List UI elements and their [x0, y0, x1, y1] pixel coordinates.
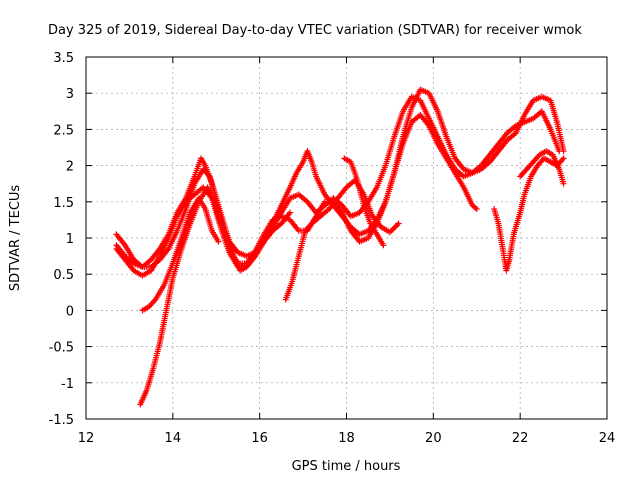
x-tick-label: 16 — [251, 431, 268, 446]
series-arc-5 — [139, 195, 222, 314]
x-tick-label: 24 — [599, 431, 616, 446]
y-tick-label: 1 — [66, 232, 74, 247]
axis-ticks: 12 14 16 18 20 22 24 -1.5 -1 -0.5 0 0.5 1 1.5 2 2.5 3 3.5 — [49, 51, 616, 446]
data-point-marker — [473, 206, 480, 213]
data-series — [113, 86, 567, 408]
y-tick-label: 3.5 — [53, 51, 74, 66]
data-point-marker — [380, 242, 387, 249]
y-tick-label: 0 — [66, 304, 74, 319]
series-arc-8 — [491, 155, 567, 274]
x-tick-label: 20 — [425, 431, 442, 446]
series-arc-3 — [113, 111, 480, 279]
y-tick-label: -1 — [61, 377, 74, 392]
series-arc-6 — [282, 177, 402, 303]
x-tick-label: 18 — [338, 431, 355, 446]
plot-frame — [85, 56, 608, 420]
series-trail — [139, 186, 291, 406]
data-point-marker — [215, 238, 222, 245]
chart-title: Day 325 of 2019, Sidereal Day-to-day VTE… — [48, 23, 582, 38]
series-arc-4 — [137, 184, 294, 408]
x-tick-label: 22 — [512, 431, 529, 446]
data-point-marker — [287, 209, 294, 216]
data-point-marker — [560, 155, 567, 162]
data-point-marker — [560, 180, 567, 187]
series-arc-7 — [341, 155, 387, 249]
y-tick-label: 1.5 — [53, 196, 74, 211]
y-tick-label: 2 — [66, 160, 74, 175]
y-axis-title: SDTVAR / TECUs — [8, 185, 23, 292]
grid-lines — [86, 57, 607, 419]
y-tick-label: 0.5 — [53, 268, 74, 283]
y-tick-label: 2.5 — [53, 123, 74, 138]
y-tick-label: 3 — [66, 87, 74, 102]
data-point-marker — [395, 220, 402, 227]
y-tick-label: -1.5 — [49, 413, 74, 428]
x-axis-title: GPS time / hours — [292, 459, 401, 474]
x-tick-label: 14 — [165, 431, 182, 446]
y-tick-label: -0.5 — [49, 341, 74, 356]
x-tick-label: 12 — [78, 431, 95, 446]
data-point-marker — [556, 148, 563, 155]
series-arc-9 — [517, 148, 567, 187]
